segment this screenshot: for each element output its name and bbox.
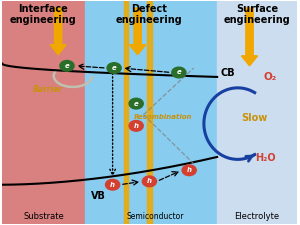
Text: e: e (176, 70, 181, 76)
Circle shape (129, 121, 143, 131)
Text: h: h (187, 167, 192, 173)
Text: Barrier: Barrier (33, 85, 63, 94)
Text: Recombination: Recombination (134, 114, 192, 120)
Circle shape (172, 67, 186, 78)
Text: VB: VB (91, 191, 105, 201)
Text: Surface
engineering: Surface engineering (224, 4, 290, 25)
Text: Defect
engineering: Defect engineering (116, 4, 183, 25)
Text: O₂: O₂ (263, 72, 277, 82)
FancyArrow shape (242, 8, 258, 66)
Circle shape (107, 63, 121, 73)
Text: CB: CB (220, 68, 235, 77)
Text: e: e (134, 101, 139, 107)
Text: h: h (147, 178, 152, 184)
Text: Semiconductor: Semiconductor (127, 212, 184, 221)
Circle shape (142, 176, 157, 187)
Bar (147, 1, 152, 224)
Text: e: e (112, 65, 116, 71)
Bar (124, 1, 128, 224)
Text: H₂O: H₂O (255, 153, 276, 163)
Text: Interface
engineering: Interface engineering (10, 4, 77, 25)
Circle shape (106, 179, 120, 190)
Bar (85, 1, 217, 224)
Text: e: e (64, 63, 69, 69)
Circle shape (182, 165, 196, 176)
Text: Electrolyte: Electrolyte (234, 212, 279, 221)
Bar (2, 1, 85, 224)
FancyArrow shape (130, 8, 146, 55)
Text: Substrate: Substrate (23, 212, 64, 221)
Text: h: h (110, 182, 115, 188)
Circle shape (129, 98, 143, 109)
Bar (217, 1, 297, 224)
FancyArrow shape (50, 8, 66, 55)
Text: Slow: Slow (241, 113, 267, 123)
Circle shape (60, 61, 74, 71)
Text: h: h (134, 123, 139, 129)
